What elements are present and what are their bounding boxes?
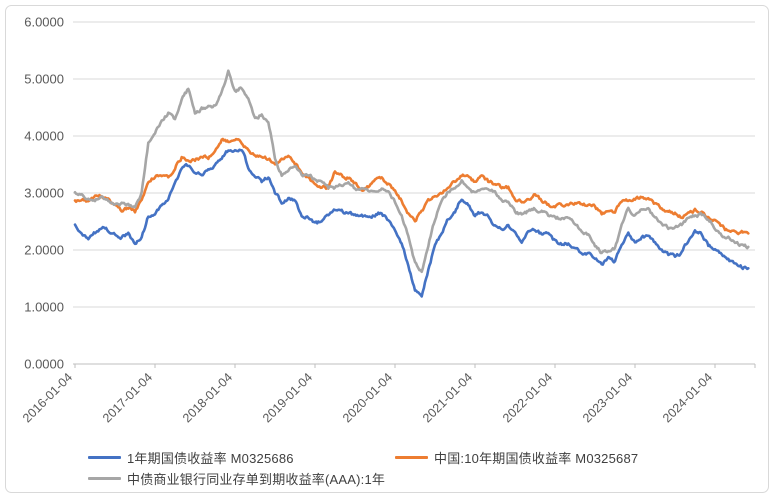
y-axis-label: 3.0000 [24,186,64,201]
y-axis-label: 1.0000 [24,300,64,315]
legend-marker-orange-line [395,455,428,459]
y-axis-label: 6.0000 [24,15,64,30]
series-line-0 [73,148,750,298]
x-axis-label: 2016-01-04 [20,370,75,425]
legend-item-ncd-aaa-1y: 中债商业银行同业存单到期收益率(AAA):1年 [88,471,386,487]
x-axis-label: 2017-01-04 [100,370,155,425]
y-axis-label: 0.0000 [24,357,64,372]
legend-label-ncd-aaa-1y: 中债商业银行同业存单到期收益率(AAA):1年 [127,471,386,487]
legend-marker-blue-line [88,455,121,459]
chart-frame [5,5,769,493]
legend-marker-gray-line [88,476,121,480]
y-axis-label: 2.0000 [24,243,64,258]
x-axis-label: 2024-01-04 [660,370,715,425]
x-axis-label: 2020-01-04 [340,370,395,425]
legend-item-1y-treasury: 1年期国债收益率 M0325686 [88,450,294,466]
series-line-2 [73,69,750,274]
series-line-1 [73,137,750,236]
legend-label-1y-treasury: 1年期国债收益率 M0325686 [127,450,294,466]
x-axis-label: 2023-01-04 [580,370,635,425]
y-axis-label: 5.0000 [24,72,64,87]
y-axis-label: 4.0000 [24,129,64,144]
legend-label-10y-treasury: 中国:10年期国债收益率 M0325687 [434,450,639,466]
x-axis-label: 2022-01-04 [500,370,555,425]
x-axis-label: 2018-01-04 [180,370,235,425]
legend-item-10y-treasury: 中国:10年期国债收益率 M0325687 [395,450,639,466]
x-axis-label: 2021-01-04 [420,370,475,425]
x-axis-label: 2019-01-04 [260,370,315,425]
